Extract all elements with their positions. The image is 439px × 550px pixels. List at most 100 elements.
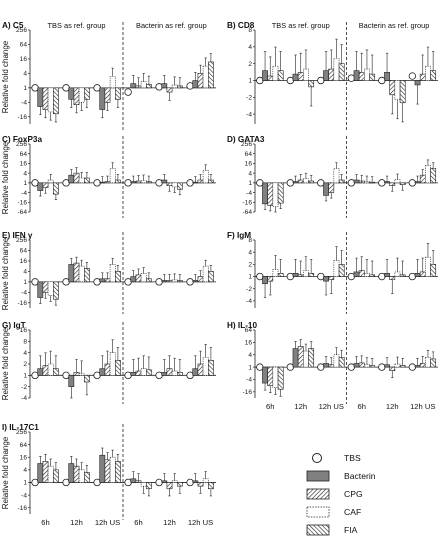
y-tick-label: 4	[23, 467, 27, 474]
bar	[37, 463, 44, 483]
x-tick-label: 6h	[134, 518, 142, 527]
bar	[52, 182, 59, 195]
x-tick-label: 12h US	[319, 402, 344, 411]
bar	[130, 276, 137, 283]
panel-title: G) IgT	[2, 321, 26, 330]
bar	[130, 372, 137, 376]
bar	[78, 87, 85, 103]
bar	[303, 270, 309, 277]
y-tick-label: 16	[20, 258, 28, 265]
group-label: Bacterin as ref. group	[136, 21, 207, 30]
bar	[192, 480, 199, 483]
y-tick-label: 4	[248, 170, 252, 177]
y-tick-label: -16	[17, 199, 27, 206]
legend-label: FIA	[344, 525, 358, 535]
bar	[353, 179, 360, 184]
y-tick-label: 256	[16, 27, 27, 34]
bar	[308, 348, 315, 368]
bar	[338, 356, 345, 368]
bar	[303, 350, 309, 368]
bar	[303, 68, 309, 81]
bar	[369, 181, 376, 184]
panel-title: C) FoxP3a	[2, 135, 42, 144]
bar	[394, 271, 401, 277]
y-tick-label: 64	[20, 151, 28, 158]
bar	[104, 459, 111, 483]
y-tick-label: 8	[248, 237, 252, 244]
bar	[84, 87, 90, 100]
bar	[99, 368, 106, 376]
bar	[73, 262, 80, 283]
x-tick-label: 6h	[266, 402, 274, 411]
bar	[197, 482, 204, 487]
y-tick-label: 64	[20, 42, 28, 49]
bar	[303, 178, 309, 184]
bar	[389, 80, 396, 96]
bar	[140, 180, 147, 184]
bar	[84, 472, 90, 483]
y-tick-label: -4	[21, 492, 27, 499]
bar	[262, 70, 268, 81]
bar	[140, 273, 147, 283]
bar	[68, 264, 75, 283]
panel-b: B) CD8 TBS as ref. group Bacterin as ref. …	[227, 21, 438, 130]
bar	[414, 181, 421, 184]
bar	[297, 179, 304, 184]
legend-item-tbs: TBS	[312, 453, 361, 463]
bar	[430, 358, 437, 368]
x-tick-label: 12h	[163, 518, 176, 527]
bar	[333, 57, 340, 81]
legend-item-bacterin: Bacterin	[306, 470, 376, 482]
legend-label: CPG	[344, 489, 363, 499]
bar	[358, 362, 365, 368]
bar	[333, 354, 340, 368]
bar	[267, 75, 274, 81]
bar	[84, 177, 90, 184]
bar	[277, 70, 284, 81]
bar	[430, 70, 437, 81]
group-label: TBS as ref. group	[48, 21, 106, 30]
y-tick-label: 4	[23, 350, 27, 357]
bar	[197, 363, 204, 376]
bar	[323, 276, 329, 282]
bar	[73, 172, 80, 184]
bar	[328, 364, 335, 368]
x-tick-label: 12h	[70, 518, 83, 527]
y-tick-label: 16	[245, 340, 253, 347]
legend-item-cpg: CPG	[306, 488, 363, 500]
bar	[197, 179, 204, 184]
y-tick-label: -4	[246, 111, 252, 118]
bar	[272, 269, 279, 277]
bar	[52, 281, 59, 300]
bar	[384, 72, 390, 81]
bar	[166, 482, 173, 490]
bar	[308, 180, 315, 184]
bar	[430, 167, 437, 184]
bar	[430, 264, 437, 277]
legend-swatch	[312, 453, 322, 463]
bar	[267, 366, 274, 386]
y-tick-label: 16	[20, 327, 28, 334]
bar	[292, 273, 299, 277]
bar	[297, 72, 304, 81]
bar	[384, 273, 390, 277]
bar	[37, 182, 44, 191]
bar	[353, 271, 360, 277]
y-tick-label: 1	[248, 180, 252, 187]
bar	[262, 276, 268, 284]
data-marker	[124, 88, 132, 96]
panel-title: E) IFN γ	[2, 231, 33, 240]
bar	[140, 81, 147, 89]
bar	[166, 182, 173, 186]
bar	[369, 365, 376, 368]
y-axis-label: Relative fold change	[1, 327, 10, 400]
y-tick-label: 2	[248, 262, 252, 269]
bar	[115, 461, 121, 483]
panel-title: H) IL-10	[227, 321, 257, 330]
y-tick-label: 16	[20, 161, 28, 168]
bar	[338, 264, 345, 277]
panel-title: B) CD8	[227, 21, 255, 30]
y-tick-label: 8	[23, 339, 27, 346]
